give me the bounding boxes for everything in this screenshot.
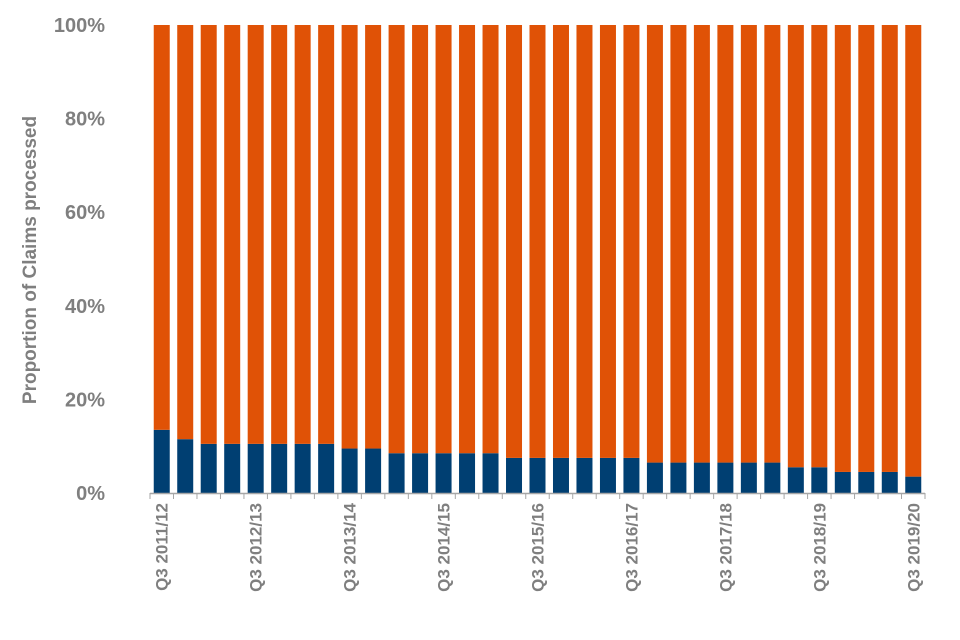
bar-segment-1 [599, 457, 616, 493]
x-tick-label: Q3 2012/13 [247, 503, 266, 592]
bar-segment-1 [811, 467, 828, 493]
bar-segment-2 [529, 25, 546, 458]
bar-segment-2 [599, 25, 616, 458]
bar-segment-2 [552, 25, 569, 458]
bar-segment-1 [459, 453, 476, 493]
bar-segment-1 [670, 462, 687, 493]
bar-segment-2 [341, 25, 358, 449]
y-tick-label: 0% [76, 483, 105, 505]
bar-segment-2 [905, 25, 922, 477]
bar-segment-2 [576, 25, 593, 458]
bar-segment-1 [388, 453, 405, 493]
bar-segment-1 [623, 457, 640, 493]
bar-segment-1 [881, 471, 898, 493]
bar-segment-2 [153, 25, 170, 430]
bar-segment-2 [693, 25, 710, 463]
bar-segment-1 [365, 448, 382, 493]
x-tick-label: Q3 2018/19 [810, 503, 829, 592]
bar-segment-1 [858, 471, 875, 493]
bar-segment-1 [740, 462, 757, 493]
y-tick-label: 100% [54, 15, 105, 37]
bar-segment-2 [834, 25, 851, 472]
bar-segment-1 [717, 462, 734, 493]
bars [153, 25, 922, 493]
bar-segment-2 [858, 25, 875, 472]
x-tick-label: Q3 2014/15 [435, 503, 454, 592]
bar-segment-2 [318, 25, 335, 444]
y-tick-label: 60% [65, 202, 105, 224]
bar-segment-2 [623, 25, 640, 458]
bar-segment-1 [412, 453, 429, 493]
bar-segment-2 [740, 25, 757, 463]
bar-segment-2 [506, 25, 523, 458]
bar-segment-2 [177, 25, 194, 440]
bar-segment-1 [529, 457, 546, 493]
bar-segment-1 [341, 448, 358, 493]
bar-segment-2 [764, 25, 781, 463]
bar-segment-1 [576, 457, 593, 493]
bar-segment-1 [435, 453, 452, 493]
y-tick-label: 80% [65, 109, 105, 131]
bar-segment-2 [646, 25, 663, 463]
bar-segment-1 [646, 462, 663, 493]
bar-segment-2 [247, 25, 264, 444]
bar-segment-2 [459, 25, 476, 454]
bar-segment-1 [552, 457, 569, 493]
bar-segment-1 [318, 443, 335, 493]
y-tick-label: 20% [65, 389, 105, 411]
y-axis-ticks: 0% 20% 40% 60% 80% 100% [54, 15, 105, 505]
x-tick-label: Q3 2017/18 [716, 503, 735, 592]
bar-segment-1 [200, 443, 217, 493]
x-tick-label: Q3 2019/20 [904, 503, 923, 592]
bar-segment-2 [435, 25, 452, 454]
bar-segment-2 [482, 25, 499, 454]
bar-segment-2 [787, 25, 804, 468]
x-axis-ticks: Q3 2011/12 Q3 2012/13 Q3 2013/14 Q3 2014/15… [149, 493, 926, 592]
x-tick-label: Q3 2013/14 [341, 502, 360, 591]
x-tick-label: Q3 2011/12 [153, 503, 172, 591]
bar-segment-2 [200, 25, 217, 444]
bar-segment-2 [811, 25, 828, 468]
bar-segment-1 [224, 443, 241, 493]
bar-segment-1 [693, 462, 710, 493]
y-tick-label: 40% [65, 296, 105, 318]
bar-segment-2 [365, 25, 382, 449]
bar-segment-1 [153, 429, 170, 493]
bar-segment-1 [764, 462, 781, 493]
bar-segment-2 [294, 25, 311, 444]
bar-segment-2 [388, 25, 405, 454]
bar-segment-2 [271, 25, 288, 444]
bar-segment-2 [224, 25, 241, 444]
y-axis-title: Proportion of Claims processed [20, 116, 41, 404]
bar-segment-1 [905, 476, 922, 493]
bar-segment-2 [881, 25, 898, 472]
bar-segment-1 [482, 453, 499, 493]
bar-segment-1 [177, 439, 194, 493]
bar-segment-2 [670, 25, 687, 463]
x-tick-label: Q3 2015/16 [529, 503, 548, 592]
bar-segment-2 [412, 25, 429, 454]
bar-segment-1 [247, 443, 264, 493]
bar-segment-1 [271, 443, 288, 493]
bar-segment-1 [294, 443, 311, 493]
bar-segment-1 [506, 457, 523, 493]
x-tick-label: Q3 2016/17 [622, 503, 641, 592]
bar-segment-1 [787, 467, 804, 493]
bar-segment-2 [717, 25, 734, 463]
bar-segment-1 [834, 471, 851, 493]
